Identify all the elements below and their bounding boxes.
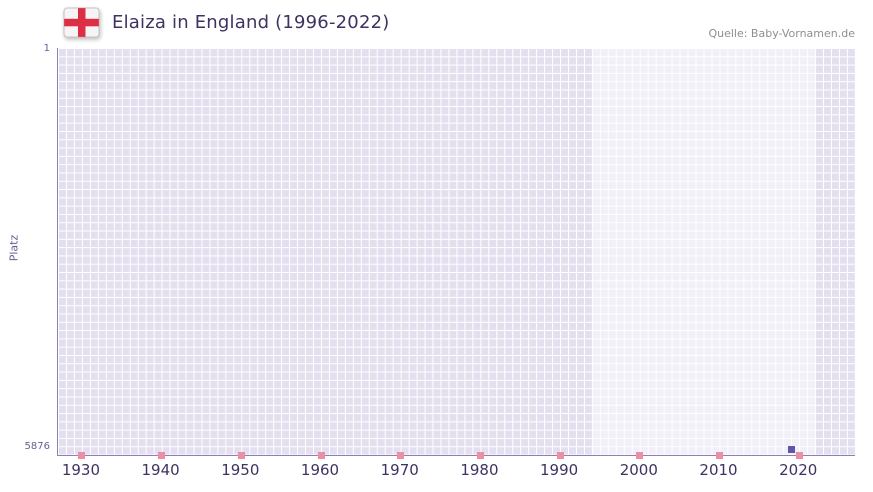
england-flag-icon: [62, 5, 102, 43]
x-tick-label: 2010: [699, 461, 738, 479]
x-axis-labels: 1930 1940 1950 1960 1970 1980 1990 2000 2010 2020: [57, 461, 854, 487]
x-tick-label: 2020: [779, 461, 818, 479]
decade-tick-mark: [476, 452, 484, 459]
highlight-band: [591, 48, 816, 455]
decade-tick-mark: [636, 452, 644, 459]
decade-tick-mark: [716, 452, 723, 459]
decade-tick-mark: [397, 452, 405, 459]
plot-area: [57, 48, 855, 459]
decade-tick-mark: [237, 452, 245, 459]
x-tick-label: 1950: [221, 461, 260, 479]
decade-tick-mark: [556, 452, 564, 459]
x-tick-label: 1930: [61, 461, 100, 479]
x-tick-label: 1940: [141, 461, 180, 479]
decade-tick-mark: [795, 452, 803, 459]
page-title: Elaiza in England (1996-2022): [112, 12, 390, 33]
decade-tick-mark: [158, 452, 166, 459]
y-tick-max: 1: [43, 43, 50, 54]
decade-tick-mark: [78, 452, 86, 459]
y-tick-min: 5876: [24, 441, 50, 452]
x-tick-label: 1980: [460, 461, 499, 479]
source-credit: Quelle: Baby-Vornamen.de: [708, 27, 855, 40]
x-tick-label: 2000: [619, 461, 658, 479]
y-axis-title: Platz: [7, 234, 21, 262]
x-tick-label: 1960: [300, 461, 340, 479]
x-tick-label: 1970: [380, 461, 419, 479]
decade-tick-mark: [317, 452, 325, 459]
x-tick-label: 1990: [540, 461, 579, 479]
data-point[interactable]: [787, 446, 795, 453]
chart-header: Elaiza in England (1996-2022) Quelle: Ba…: [0, 0, 873, 48]
